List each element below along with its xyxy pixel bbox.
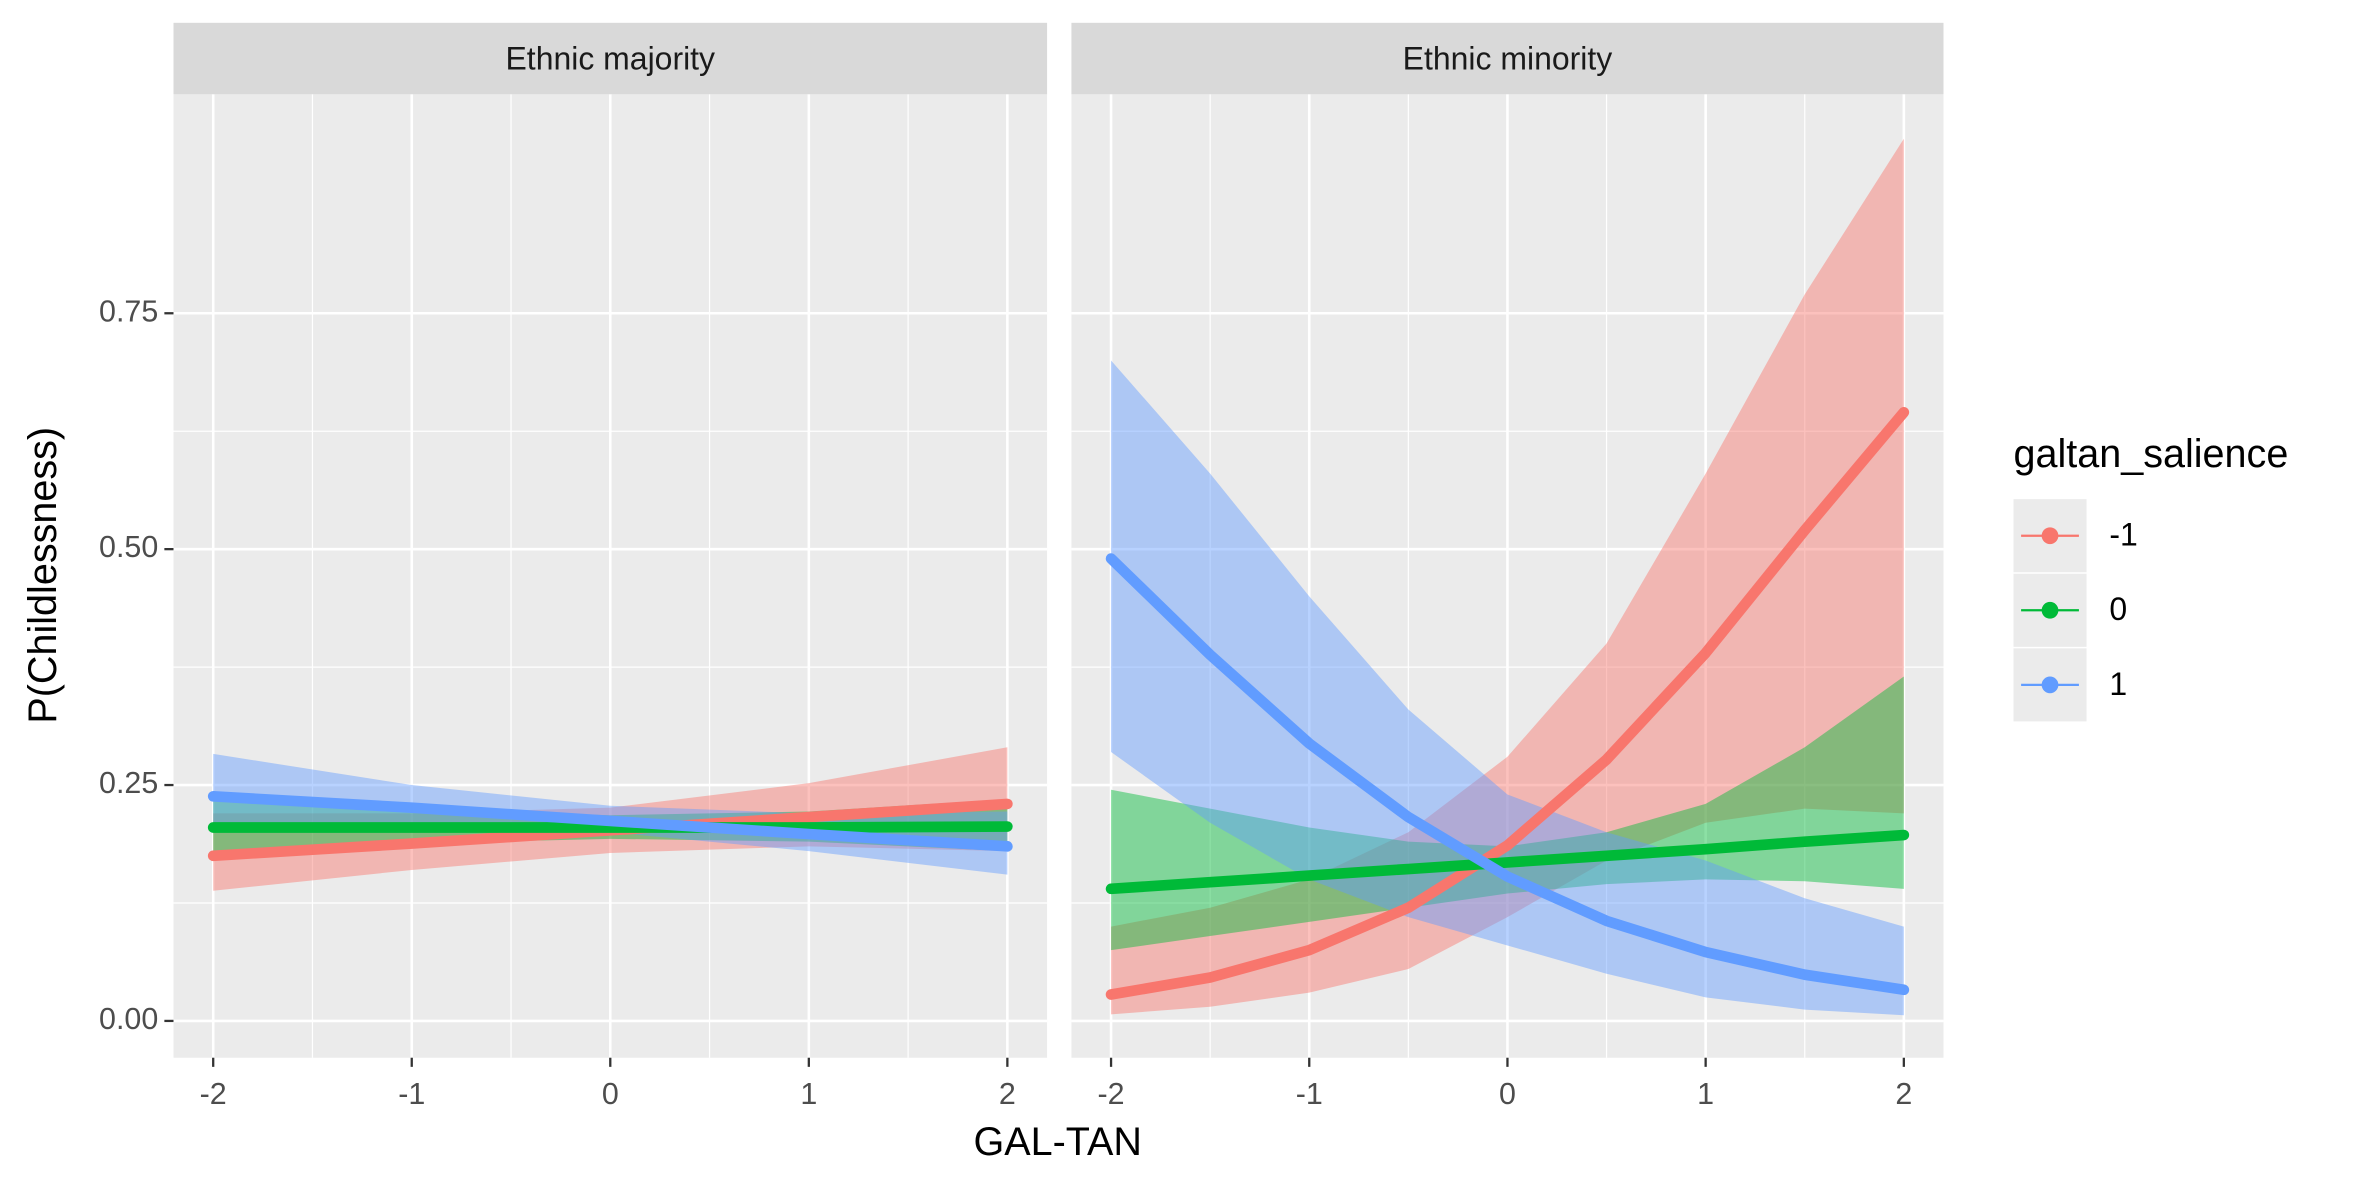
y-tick-label: 0.00: [99, 1002, 158, 1036]
y-tick-label: 0.50: [99, 530, 158, 564]
line: [1105, 407, 1910, 1000]
x-tick-label: -2: [200, 1077, 227, 1111]
line: [207, 791, 1013, 852]
x-tick-label: 2: [1895, 1077, 1912, 1111]
ribbon: [1111, 676, 1904, 951]
x-tick-label: -2: [1098, 1077, 1125, 1111]
legend-label: 1: [2109, 666, 2127, 702]
y-tick-label: 0.75: [99, 294, 158, 328]
x-tick-label: -1: [1296, 1077, 1323, 1111]
x-tick-label: -1: [398, 1077, 425, 1111]
legend-dot: [2041, 527, 2059, 545]
line: [1105, 553, 1910, 996]
line: [207, 821, 1013, 833]
line: [1105, 829, 1910, 895]
x-tick-label: 0: [1499, 1077, 1516, 1111]
strip: [1071, 22, 1944, 95]
ribbon: [213, 753, 1008, 875]
legend-title: galtan_salience: [2013, 432, 2288, 476]
legend-label: -1: [2109, 517, 2137, 553]
x-tick-label: 0: [602, 1077, 619, 1111]
strip-title: Ethnic minority: [1403, 40, 1613, 76]
y-axis-label: P(Childlessness): [21, 427, 65, 724]
strip: [173, 22, 1048, 95]
x-tick-label: 2: [999, 1077, 1016, 1111]
legend-dot: [2041, 676, 2059, 694]
ribbon: [1111, 138, 1904, 1015]
legend-dot: [2041, 601, 2059, 619]
strip-title: Ethnic majority: [506, 40, 716, 76]
y-tick-label: 0.25: [99, 766, 158, 800]
ribbon: [1111, 360, 1904, 1016]
x-tick-label: 1: [800, 1077, 817, 1111]
x-tick-label: 1: [1697, 1077, 1714, 1111]
legend-label: 0: [2109, 591, 2127, 627]
x-axis-label: GAL-TAN: [973, 1120, 1141, 1164]
